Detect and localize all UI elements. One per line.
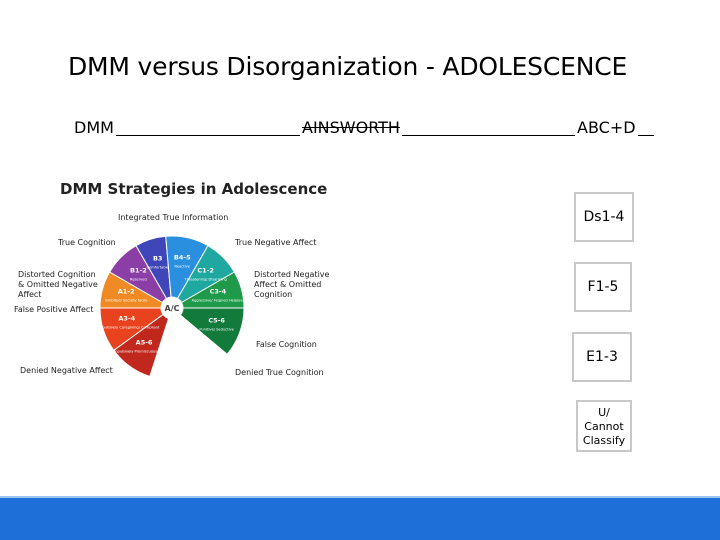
slide-title: DMM versus Disorganization - ADOLESCENCE [68, 52, 628, 81]
segment-code-a5-6: A5-6 [136, 338, 153, 346]
label-denied-negative-affect: Denied Negative Affect [20, 366, 113, 375]
segment-code-a3-4: A3-4 [118, 315, 135, 323]
segment-sub-a5-6: Compulsively Promiscuous/ Self-reliant [109, 349, 179, 353]
label-distorted-negative-affect: Distorted Negative Affect & Omitted Cogn… [254, 270, 330, 299]
segment-code-c3-4: C3-4 [210, 288, 227, 296]
segment-code-b4-5: B4-5 [174, 254, 191, 262]
segment-code-c1-2: C1-2 [197, 266, 214, 274]
label-true-negative-affect: True Negative Affect [235, 238, 317, 247]
label-false-cognition: False Cognition [256, 340, 317, 349]
label-integrated-true-information: Integrated True Information [118, 213, 229, 222]
header-ainsworth: AINSWORTH [300, 118, 402, 137]
center-label: A/C [165, 304, 180, 313]
dmm-fan-diagram: A5-6 Compulsively Promiscuous/ Self-relia… [94, 235, 245, 378]
segment-sub-a1-2: Inhibited/ Socially facile [105, 299, 149, 303]
diagram-title: DMM Strategies in Adolescence [60, 180, 328, 198]
segment-sub-b4-5: Reactive [175, 265, 191, 269]
segment-code-b3: B3 [153, 255, 162, 263]
label-true-cognition: True Cognition [58, 238, 116, 247]
segment-code-a1-2: A1-2 [118, 288, 135, 296]
segment-sub-a3-4: Compulsively Caregiving/ Compliant [94, 326, 160, 330]
column-header-row: DMM AINSWORTH ABC+D [72, 118, 654, 138]
box-ds-label: Ds1-4 [583, 209, 625, 225]
box-e-label: E1-3 [586, 349, 618, 365]
segment-sub-c3-4: Aggressive/ Feigned Helpless [192, 299, 245, 303]
label-false-positive-affect: False Positive Affect [14, 305, 94, 314]
segment-sub-c1-2: Threatening/ Disarming [183, 277, 226, 281]
segment-sub-b1-2: Reserved [130, 277, 147, 281]
box-u-line-3: Classify [582, 434, 626, 447]
box-u-line-2: Cannot [584, 420, 624, 433]
label-denied-true-cognition: Denied True Cognition [235, 368, 324, 377]
header-dmm: DMM [72, 118, 116, 137]
box-f: F1-5 [574, 262, 632, 312]
segment-sub-b3: Comfortable [147, 266, 170, 270]
box-unclassifiable: U/ Cannot Classify [576, 400, 632, 452]
center-circle [161, 297, 183, 319]
footer-accent-line [0, 496, 720, 498]
segment-code-c5-6: C5-6 [208, 316, 225, 324]
box-u-line-1: U/ [598, 406, 610, 419]
header-abcd: ABC+D [575, 118, 638, 137]
box-e: E1-3 [572, 332, 632, 382]
segment-sub-c5-6: Punitive/ Seductive [199, 327, 234, 331]
footer-bar [0, 498, 720, 540]
segment-code-b1-2: B1-2 [130, 266, 147, 274]
label-distorted-cognition: Distorted Cognition & Omitted Negative A… [18, 270, 98, 299]
box-f-label: F1-5 [587, 279, 619, 295]
box-ds: Ds1-4 [574, 192, 634, 242]
